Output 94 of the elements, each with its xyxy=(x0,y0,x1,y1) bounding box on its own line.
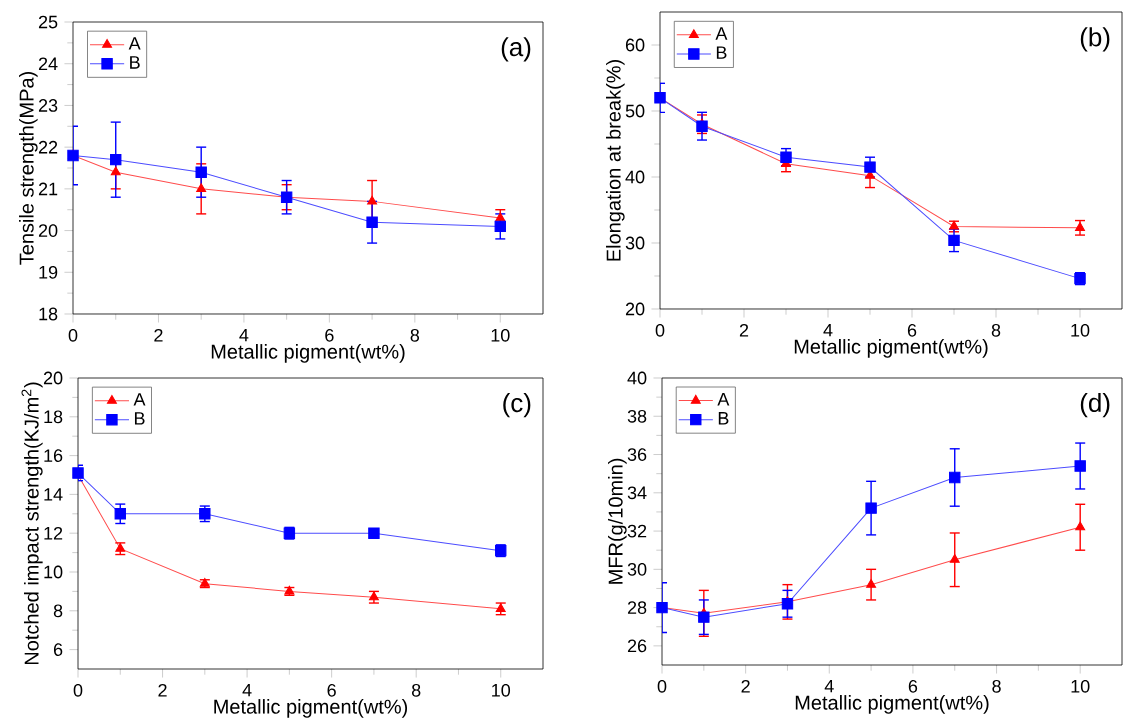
point xyxy=(367,195,378,205)
y-tick-label: 28 xyxy=(627,601,647,615)
annotation: (a) xyxy=(501,37,531,62)
y-tick-label: 8 xyxy=(53,604,63,618)
y-tick-label: 18 xyxy=(39,307,58,321)
y-tick-label: 50 xyxy=(625,104,645,118)
x-tick-label: 8 xyxy=(410,329,420,342)
point xyxy=(115,543,126,552)
point xyxy=(1075,521,1086,531)
x-tick-label: 10 xyxy=(1071,680,1090,693)
x-axis-title: Metallic pigment(wt%) xyxy=(211,344,405,363)
x-tick-label: 8 xyxy=(411,684,421,697)
point xyxy=(948,234,960,247)
y-tick-label: 30 xyxy=(627,563,647,576)
x-axis-title: Metallic pigment(wt%) xyxy=(795,695,989,714)
x-tick-label: 6 xyxy=(908,680,918,693)
x-tick-label: 10 xyxy=(492,684,511,697)
y-tick-label: 36 xyxy=(627,448,647,462)
y-tick-label: 6 xyxy=(53,643,63,657)
y-tick-label: 38 xyxy=(627,410,647,423)
point xyxy=(368,527,380,540)
point xyxy=(110,166,121,176)
y-tick-label: 25 xyxy=(38,15,58,29)
point xyxy=(494,220,506,233)
x-tick-label: 6 xyxy=(327,684,336,697)
annotation: (d) xyxy=(1080,393,1110,418)
point xyxy=(866,579,877,588)
legend-label: A xyxy=(133,393,146,406)
point xyxy=(366,216,378,229)
x-tick-label: 0 xyxy=(655,324,665,337)
legend-label: B xyxy=(718,412,729,425)
y-tick-label: 21 xyxy=(38,182,58,196)
x-tick-label: 2 xyxy=(154,329,163,342)
x-axis-title: Metallic pigment(wt%) xyxy=(214,699,408,718)
y-tick-label: 40 xyxy=(627,371,647,385)
legend-label: B xyxy=(130,56,140,69)
x-tick-label: 6 xyxy=(907,324,917,337)
legend-label: A xyxy=(128,37,141,50)
point xyxy=(110,154,122,166)
point xyxy=(949,554,960,563)
point xyxy=(781,598,794,610)
point xyxy=(865,502,877,514)
y-axis-title: Notched impact strength(KJ/m$^{2}$) xyxy=(21,382,43,665)
x-tick-label: 10 xyxy=(491,329,510,342)
annotation: (c) xyxy=(503,393,531,418)
point xyxy=(949,471,961,484)
y-tick-label: 34 xyxy=(627,486,647,500)
legend-label: B xyxy=(716,46,727,59)
y-tick-label: 20 xyxy=(625,302,645,316)
x-tick-label: 4 xyxy=(823,324,833,337)
x-tick-label: 0 xyxy=(68,329,78,342)
y-tick-label: 32 xyxy=(627,524,647,538)
x-tick-label: 10 xyxy=(1071,324,1090,337)
x-tick-label: 6 xyxy=(325,329,334,342)
y-tick-label: 20 xyxy=(38,224,58,238)
point xyxy=(196,183,207,193)
x-tick-label: 2 xyxy=(158,684,167,697)
y-tick-label: 16 xyxy=(44,449,63,463)
y-axis-title: MFR(g/10min) xyxy=(608,458,627,584)
x-tick-label: 4 xyxy=(242,684,252,697)
y-tick-label: 14 xyxy=(44,488,63,501)
legend-label: A xyxy=(717,393,730,406)
x-tick-label: 4 xyxy=(239,329,249,342)
legend-label: A xyxy=(715,27,728,40)
point xyxy=(1074,460,1086,472)
point xyxy=(114,508,126,520)
y-tick-label: 60 xyxy=(625,38,645,52)
y-tick-label: 12 xyxy=(44,527,63,540)
x-tick-label: 4 xyxy=(824,680,834,693)
x-tick-label: 0 xyxy=(73,684,83,697)
y-tick-label: 26 xyxy=(627,639,647,653)
point xyxy=(195,166,207,179)
y-axis-title: Elongation at break(%) xyxy=(606,60,625,261)
x-axis-title: Metallic pigment(wt%) xyxy=(794,339,988,358)
y-tick-label: 22 xyxy=(38,141,58,154)
y-tick-label: 23 xyxy=(38,99,58,112)
x-tick-label: 8 xyxy=(991,324,1001,337)
point xyxy=(1075,222,1086,232)
y-tick-label: 10 xyxy=(44,565,63,579)
y-tick-label: 20 xyxy=(43,371,63,385)
y-tick-label: 40 xyxy=(625,170,645,184)
x-tick-label: 2 xyxy=(741,680,750,693)
x-tick-label: 2 xyxy=(739,324,749,337)
y-tick-label: 18 xyxy=(44,410,63,424)
y-tick-label: 30 xyxy=(625,236,645,250)
point xyxy=(698,611,710,624)
point xyxy=(864,161,876,173)
x-tick-label: 8 xyxy=(992,680,1001,693)
y-tick-label: 24 xyxy=(38,57,58,71)
annotation: (b) xyxy=(1080,27,1110,52)
legend-label: B xyxy=(134,412,145,425)
x-tick-label: 0 xyxy=(657,680,667,693)
y-tick-label: 19 xyxy=(39,266,58,279)
y-axis-title: Tensile strength(MPa) xyxy=(19,72,38,265)
